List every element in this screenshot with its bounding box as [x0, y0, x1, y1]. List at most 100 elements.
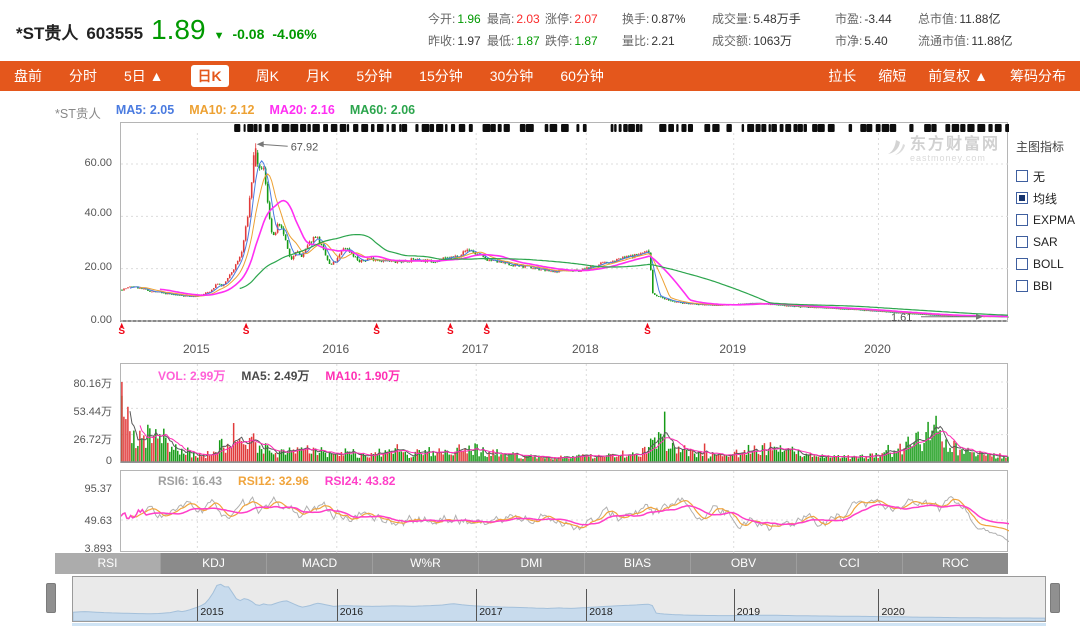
navigator-year-tick: [336, 589, 338, 621]
stat-label: 总市值:: [918, 12, 958, 26]
overlay-option-BOLL[interactable]: BOLL: [1016, 253, 1078, 275]
navigator-left-handle[interactable]: [46, 583, 56, 613]
volume-legend-item: VOL: 2.99万: [158, 369, 226, 383]
navigator-year-label: 2017: [479, 606, 503, 618]
period-tab-分时[interactable]: 分时: [69, 68, 97, 84]
stat-value: 1063万: [753, 34, 793, 48]
stat-column: 今开: 1.96 昨收: 1.97: [428, 8, 481, 52]
indicator-tab-KDJ[interactable]: KDJ: [160, 553, 266, 574]
overlay-option-均线[interactable]: 均线: [1016, 187, 1078, 209]
dividend-event-marker[interactable]: ▲ S: [483, 322, 491, 337]
stat-cell: 最高: 2.03: [487, 8, 540, 30]
period-tab-月K[interactable]: 月K: [306, 68, 330, 84]
rsi-ytick: 3.893: [84, 543, 112, 555]
stat-cell: 跌停: 1.87: [545, 30, 598, 52]
indicator-tab-W%R[interactable]: W%R: [372, 553, 478, 574]
dividend-event-marker[interactable]: ▲ S: [242, 322, 250, 337]
period-tab-5日▲[interactable]: 5日 ▲: [124, 68, 164, 84]
year-label: 2015: [183, 342, 210, 356]
rsi-legend-item: RSI12: 32.96: [238, 474, 309, 488]
timeline-navigator[interactable]: 2015 2016 2017 2018 2019 2020: [72, 576, 1046, 622]
rsi-ytick: 95.37: [84, 483, 112, 495]
stat-cell: 昨收: 1.97: [428, 30, 481, 52]
price-change: -0.08: [232, 26, 265, 42]
stat-value: -3.44: [864, 12, 892, 26]
navigator-year-tick: [878, 589, 880, 621]
stat-column: 成交量: 5.48万手 成交额: 1063万: [712, 8, 801, 52]
indicator-tab-MACD[interactable]: MACD: [266, 553, 372, 574]
dividend-event-marker[interactable]: ▲ S: [644, 322, 651, 337]
period-tab-30分钟[interactable]: 30分钟: [489, 68, 534, 84]
indicator-tab-ROC[interactable]: ROC: [902, 553, 1008, 574]
stat-label: 换手:: [622, 12, 650, 26]
checkbox-icon[interactable]: [1016, 214, 1028, 226]
dividend-event-marker[interactable]: ▲ S: [446, 322, 454, 337]
stat-value: 1.87: [574, 34, 598, 48]
overlay-option-SAR[interactable]: SAR: [1016, 231, 1078, 253]
chart-action-拉长[interactable]: 拉长: [828, 68, 857, 84]
year-label: 2020: [864, 342, 891, 356]
indicator-tab-BIAS[interactable]: BIAS: [584, 553, 690, 574]
stat-value: 2.07: [574, 12, 598, 26]
current-price: 1.89: [151, 14, 206, 45]
volume-chart[interactable]: [120, 363, 1009, 464]
stat-value: 1.87: [516, 34, 540, 48]
period-tab-5分钟[interactable]: 5分钟: [356, 68, 393, 84]
checkbox-icon[interactable]: [1016, 258, 1028, 270]
period-tab-盘前[interactable]: 盘前: [14, 68, 42, 84]
period-tab-60分钟[interactable]: 60分钟: [560, 68, 604, 84]
stat-column: 换手: 0.87% 量比: 2.21: [622, 8, 685, 52]
stat-column: 最高: 2.03 最低: 1.87: [487, 8, 540, 52]
ma-legend-item: MA10: 2.12: [189, 103, 255, 117]
stat-cell: 今开: 1.96: [428, 8, 481, 30]
navigator-right-handle[interactable]: [1050, 583, 1060, 613]
stat-label: 成交额:: [712, 34, 752, 48]
checkbox-icon[interactable]: [1016, 280, 1028, 292]
navigator-year-tick: [733, 589, 735, 621]
chart-action-筹码分布[interactable]: 筹码分布: [1010, 68, 1066, 84]
overlay-option-label: 均线: [1033, 191, 1058, 206]
period-tab-15分钟[interactable]: 15分钟: [419, 68, 463, 84]
period-tab-周K[interactable]: 周K: [255, 68, 280, 84]
overlay-option-label: EXPMA: [1033, 213, 1076, 227]
watermark-title: 东方财富网: [910, 136, 1001, 153]
checkbox-icon[interactable]: [1016, 236, 1028, 248]
stat-cell: 成交额: 1063万: [712, 30, 801, 52]
period-tab-日K[interactable]: 日K: [190, 65, 229, 87]
indicator-sidebar: 主图指标 无均线 EXPMA SAR BOLL BBI: [1016, 138, 1078, 297]
volume-ytick: 80.16万: [73, 378, 112, 390]
stat-cell: 市盈: -3.44: [835, 8, 892, 30]
main-ytick: 20.00: [84, 261, 112, 273]
stat-label: 市盈:: [835, 12, 863, 26]
navigator-year-tick: [586, 589, 588, 621]
main-candlestick-chart[interactable]: 67.92 1.61: [120, 122, 1013, 324]
checkbox-checked-icon[interactable]: [1016, 192, 1028, 204]
rsi-ytick: 49.63: [84, 515, 112, 527]
stat-value: 0.87%: [651, 12, 686, 26]
chart-action-前复权▲[interactable]: 前复权 ▲: [928, 68, 988, 84]
chart-action-缩短[interactable]: 缩短: [878, 68, 907, 84]
stat-cell: 量比: 2.21: [622, 30, 685, 52]
checkbox-icon[interactable]: [1016, 170, 1028, 182]
rsi-chart[interactable]: [120, 470, 1010, 553]
overlay-option-EXPMA[interactable]: EXPMA: [1016, 209, 1078, 231]
indicator-tab-CCI[interactable]: CCI: [796, 553, 902, 574]
rsi-legend-item: RSI6: 16.43: [158, 474, 223, 488]
stat-cell: 市净: 5.40: [835, 30, 892, 52]
overlay-indicator-list: 无均线 EXPMA SAR BOLL BBI: [1016, 165, 1078, 297]
indicator-tab-RSI[interactable]: RSI: [55, 553, 160, 574]
overlay-option-BBI[interactable]: BBI: [1016, 275, 1078, 297]
overlay-option-label: 无: [1033, 169, 1046, 184]
eastmoney-logo-icon: [888, 140, 905, 155]
dividend-event-marker[interactable]: ▲ S: [373, 322, 380, 337]
overlay-option-无[interactable]: 无: [1016, 165, 1078, 187]
svg-text:1.61: 1.61: [891, 312, 912, 323]
year-label: 2017: [461, 342, 489, 356]
stat-label: 最高:: [487, 12, 515, 26]
indicator-tab-OBV[interactable]: OBV: [690, 553, 796, 574]
ma-legend-item: MA20: 2.16: [269, 103, 335, 117]
dividend-event-marker[interactable]: ▲ S: [118, 322, 126, 337]
quote-header: *ST贵人 603555 1.89 ▼ -0.08 -4.06% 今开: 1.96…: [0, 0, 1080, 60]
indicator-tab-DMI[interactable]: DMI: [478, 553, 584, 574]
stat-label: 流通市值:: [918, 34, 970, 48]
